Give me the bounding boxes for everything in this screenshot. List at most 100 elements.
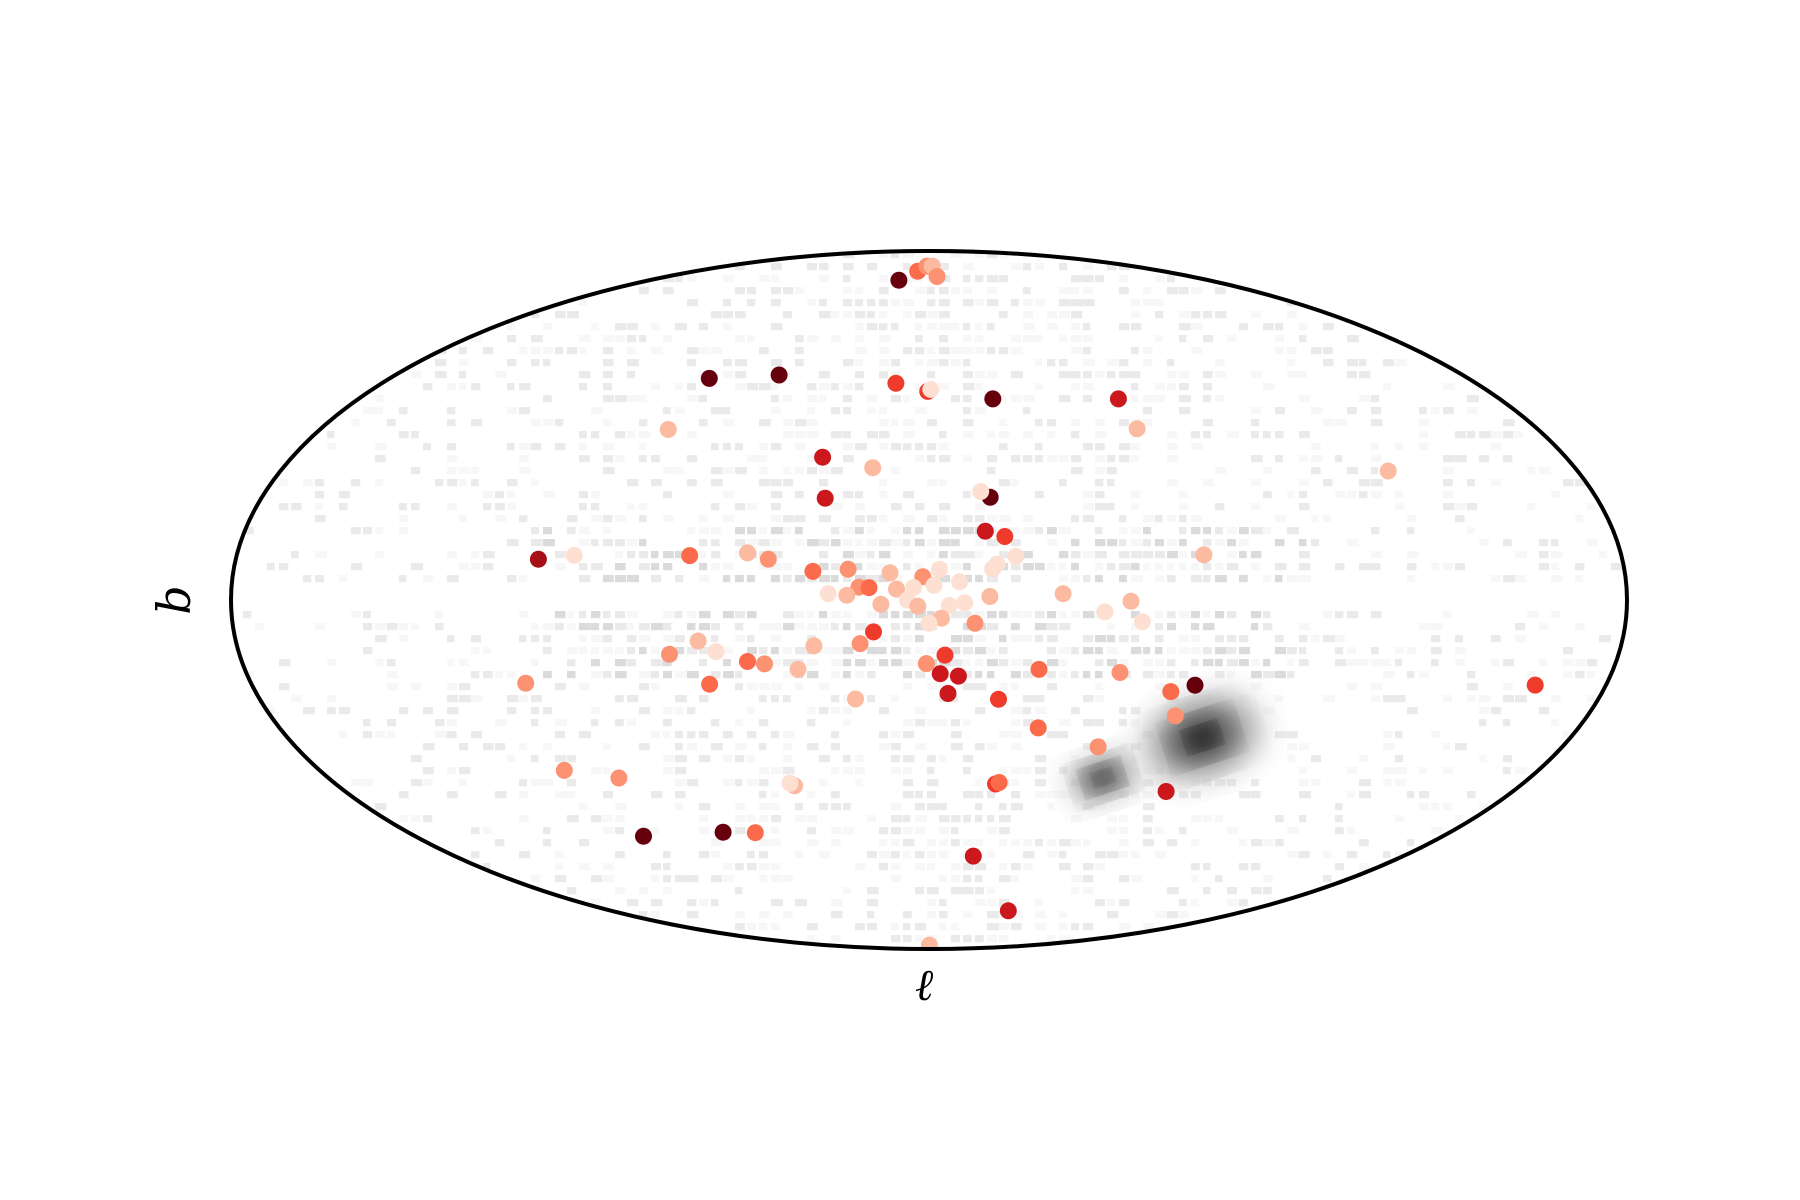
- density-cell: [579, 383, 587, 391]
- density-cell: [543, 623, 555, 631]
- density-cell: [591, 767, 602, 775]
- density-cell: [903, 719, 914, 727]
- density-cell: [687, 275, 697, 283]
- data-point: [1526, 676, 1544, 694]
- density-cell: [1215, 575, 1227, 583]
- density-cell: [843, 407, 851, 415]
- density-cell: [483, 347, 494, 355]
- density-cell: [927, 359, 939, 367]
- density-cell: [831, 839, 841, 847]
- density-cell: [771, 551, 783, 559]
- density-cell: [891, 611, 900, 619]
- density-cell: [963, 263, 974, 271]
- density-cell: [1011, 779, 1020, 787]
- density-cell: [1203, 335, 1214, 343]
- density-cell: [783, 419, 794, 427]
- density-cell: [411, 623, 420, 631]
- data-point: [920, 936, 938, 949]
- density-cell: [591, 431, 600, 439]
- density-cell: [687, 875, 699, 883]
- data-point: [839, 560, 857, 578]
- density-cell: [699, 899, 709, 907]
- density-cell: [651, 347, 663, 355]
- density-cell: [687, 527, 696, 535]
- density-cell: [1071, 755, 1080, 763]
- density-cell: [627, 623, 635, 631]
- density-cell: [927, 755, 936, 763]
- density-cell: [1107, 659, 1118, 667]
- density-cell: [1527, 671, 1536, 679]
- density-cell: [771, 863, 781, 871]
- density-cell: [687, 383, 696, 391]
- density-cell: [771, 383, 779, 391]
- density-cell: [1479, 539, 1489, 547]
- density-cell: [783, 479, 794, 487]
- density-cell: [1059, 911, 1068, 919]
- density-cell: [1023, 851, 1035, 859]
- density-cell: [1371, 455, 1382, 463]
- density-cell: [351, 611, 362, 619]
- data-point: [789, 660, 807, 678]
- x-axis-label: ℓ: [915, 960, 934, 1011]
- density-cell: [1407, 647, 1417, 655]
- density-cell: [1371, 611, 1382, 619]
- density-cell: [387, 719, 397, 727]
- density-cell: [1179, 335, 1187, 343]
- density-cell: [987, 911, 999, 919]
- density-cell: [1107, 623, 1115, 631]
- density-cell: [1443, 407, 1454, 415]
- density-cell: [1443, 611, 1452, 619]
- density-cell: [1323, 347, 1333, 355]
- density-cell: [1131, 791, 1139, 799]
- density-cell: [1419, 419, 1429, 427]
- density-cell: [1263, 575, 1271, 583]
- density-cell: [435, 371, 447, 379]
- density-cell: [1167, 539, 1178, 547]
- density-cell: [627, 719, 637, 727]
- density-cell: [939, 839, 948, 847]
- density-cell: [603, 875, 615, 883]
- density-cell: [735, 527, 746, 535]
- density-cell: [567, 515, 578, 523]
- density-cell: [867, 647, 879, 655]
- density-cell: [1143, 347, 1153, 355]
- density-cell: [963, 875, 972, 883]
- density-cell: [807, 623, 817, 631]
- density-cell: [675, 791, 686, 799]
- density-cell: [1143, 419, 1153, 427]
- density-cell: [1299, 647, 1307, 655]
- density-cell: [1047, 611, 1057, 619]
- density-cell: [1035, 491, 1044, 499]
- density-cell: [975, 887, 984, 895]
- density-cell: [879, 647, 887, 655]
- density-cell: [867, 395, 878, 403]
- density-cell: [543, 635, 551, 643]
- density-cell: [579, 527, 590, 535]
- density-cell: [879, 659, 889, 667]
- density-cell: [819, 275, 829, 283]
- density-cell: [1275, 515, 1287, 523]
- density-cell: [867, 527, 875, 535]
- density-cell: [987, 923, 999, 931]
- density-cell: [951, 287, 960, 295]
- density-cell: [1059, 359, 1068, 367]
- density-cell: [843, 431, 851, 439]
- density-cell: [1023, 299, 1034, 307]
- density-cell: [1311, 779, 1321, 787]
- density-cell: [939, 323, 951, 331]
- density-cell: [1323, 875, 1332, 883]
- density-cell: [963, 551, 975, 559]
- density-cell: [531, 755, 539, 763]
- density-cell: [1383, 731, 1393, 739]
- data-point: [925, 576, 943, 594]
- data-point: [1195, 546, 1213, 564]
- density-cell: [1371, 563, 1381, 571]
- density-cell: [1191, 551, 1200, 559]
- density-cell: [1179, 551, 1188, 559]
- density-cell: [1539, 539, 1549, 547]
- density-cell: [1227, 611, 1237, 619]
- density-cell: [1503, 455, 1513, 463]
- density-cell: [1191, 863, 1200, 871]
- density-cell: [1335, 563, 1345, 571]
- density-cell: [1491, 443, 1502, 451]
